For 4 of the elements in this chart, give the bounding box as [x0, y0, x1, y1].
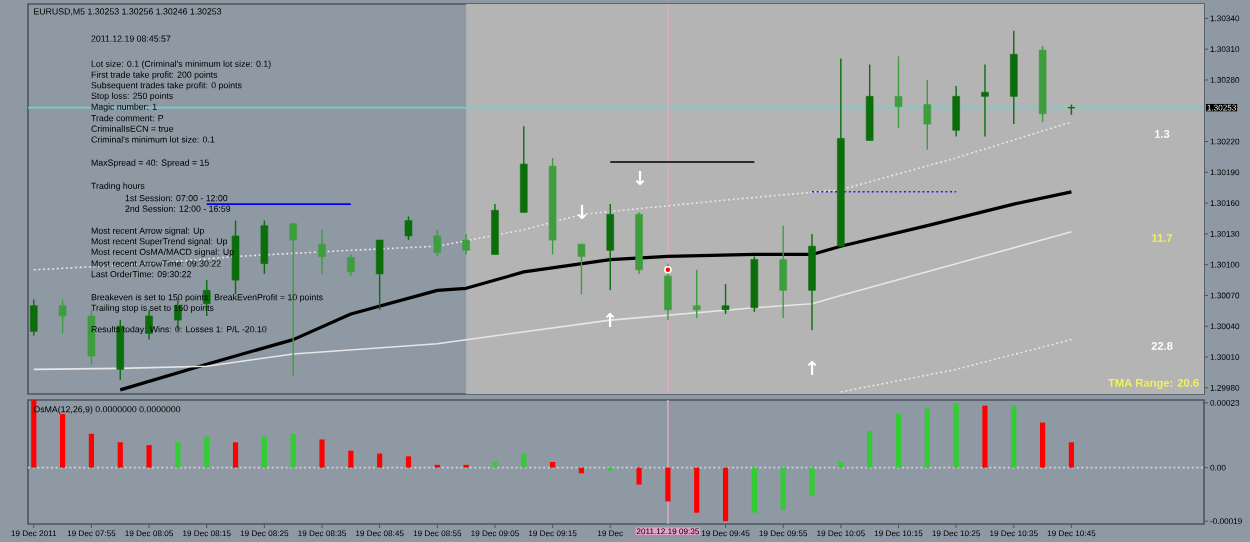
annotation: ↑: [807, 361, 817, 375]
annotation: ↓: [635, 171, 645, 185]
annotation: ↑: [605, 313, 615, 327]
annotation: ↓: [577, 205, 587, 219]
